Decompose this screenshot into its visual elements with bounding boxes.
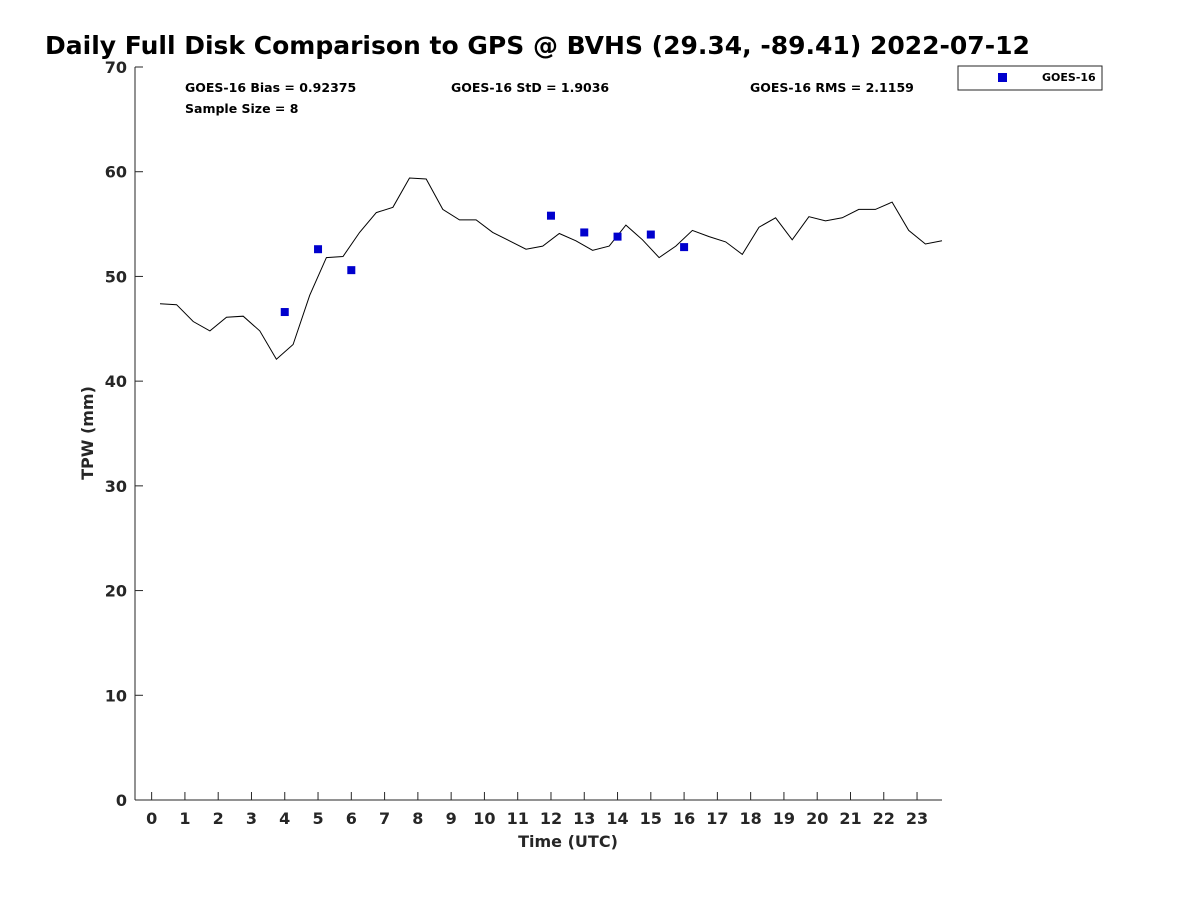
- x-tick-label-17: 17: [706, 809, 728, 828]
- goes16-point-4: [280, 308, 289, 317]
- x-tick-label-9: 9: [446, 809, 457, 828]
- legend-label-goes16: GOES-16: [1042, 71, 1096, 84]
- x-tick-label-13: 13: [573, 809, 595, 828]
- goes16-point-15: [646, 230, 655, 239]
- y-tick-label-60: 60: [105, 163, 127, 182]
- x-tick-label-12: 12: [540, 809, 562, 828]
- y-axis-label: TPW (mm): [78, 386, 97, 480]
- legend-box: [957, 65, 1103, 91]
- std-stat: GOES-16 StD = 1.9036: [451, 80, 609, 95]
- x-tick-label-22: 22: [873, 809, 895, 828]
- y-tick-label-70: 70: [105, 58, 127, 77]
- x-tick-label-0: 0: [146, 809, 157, 828]
- x-tick-label-19: 19: [773, 809, 795, 828]
- goes16-point-16: [680, 243, 689, 252]
- goes16-point-12: [546, 211, 555, 220]
- y-tick-label-40: 40: [105, 372, 127, 391]
- x-tick-label-6: 6: [346, 809, 357, 828]
- y-tick-label-0: 0: [116, 791, 127, 810]
- legend-marker-goes16: [998, 73, 1007, 82]
- x-tick-label-20: 20: [806, 809, 828, 828]
- x-tick-label-10: 10: [473, 809, 495, 828]
- y-tick-label-10: 10: [105, 686, 127, 705]
- rms-stat: GOES-16 RMS = 2.1159: [750, 80, 914, 95]
- goes16-points: [280, 211, 689, 317]
- x-tick-label-5: 5: [312, 809, 323, 828]
- x-tick-label-1: 1: [179, 809, 190, 828]
- x-tick-label-7: 7: [379, 809, 390, 828]
- legend: GOES-16: [957, 65, 1103, 91]
- y-tick-label-20: 20: [105, 582, 127, 601]
- x-tick-label-15: 15: [640, 809, 662, 828]
- x-tick-label-21: 21: [839, 809, 861, 828]
- x-ticks: 0 1 2 3 4 5 6 7 8 9 10 11 12 13 14 15 16 17 18 19 20 21 22 23: [146, 792, 928, 828]
- x-tick-label-18: 18: [740, 809, 762, 828]
- x-tick-label-11: 11: [507, 809, 529, 828]
- x-axis-label: Time (UTC): [518, 832, 618, 851]
- y-tick-label-30: 30: [105, 477, 127, 496]
- x-tick-label-16: 16: [673, 809, 695, 828]
- chart-title: Daily Full Disk Comparison to GPS @ BVHS…: [45, 31, 1030, 60]
- goes16-point-6: [347, 266, 356, 275]
- x-tick-label-2: 2: [213, 809, 224, 828]
- bias-stat: GOES-16 Bias = 0.92375: [185, 80, 356, 95]
- x-tick-label-4: 4: [279, 809, 290, 828]
- x-tick-label-8: 8: [412, 809, 423, 828]
- gps-series-line: [159, 177, 943, 360]
- goes16-point-13: [580, 228, 589, 237]
- x-tick-label-23: 23: [906, 809, 928, 828]
- y-ticks: 0 10 20 30 40 50 60 70: [105, 58, 143, 810]
- y-tick-label-50: 50: [105, 267, 127, 286]
- x-tick-label-3: 3: [246, 809, 257, 828]
- x-tick-label-14: 14: [606, 809, 628, 828]
- sample-size-stat: Sample Size = 8: [185, 101, 298, 116]
- goes16-point-14: [613, 232, 622, 241]
- goes16-point-5: [314, 245, 323, 254]
